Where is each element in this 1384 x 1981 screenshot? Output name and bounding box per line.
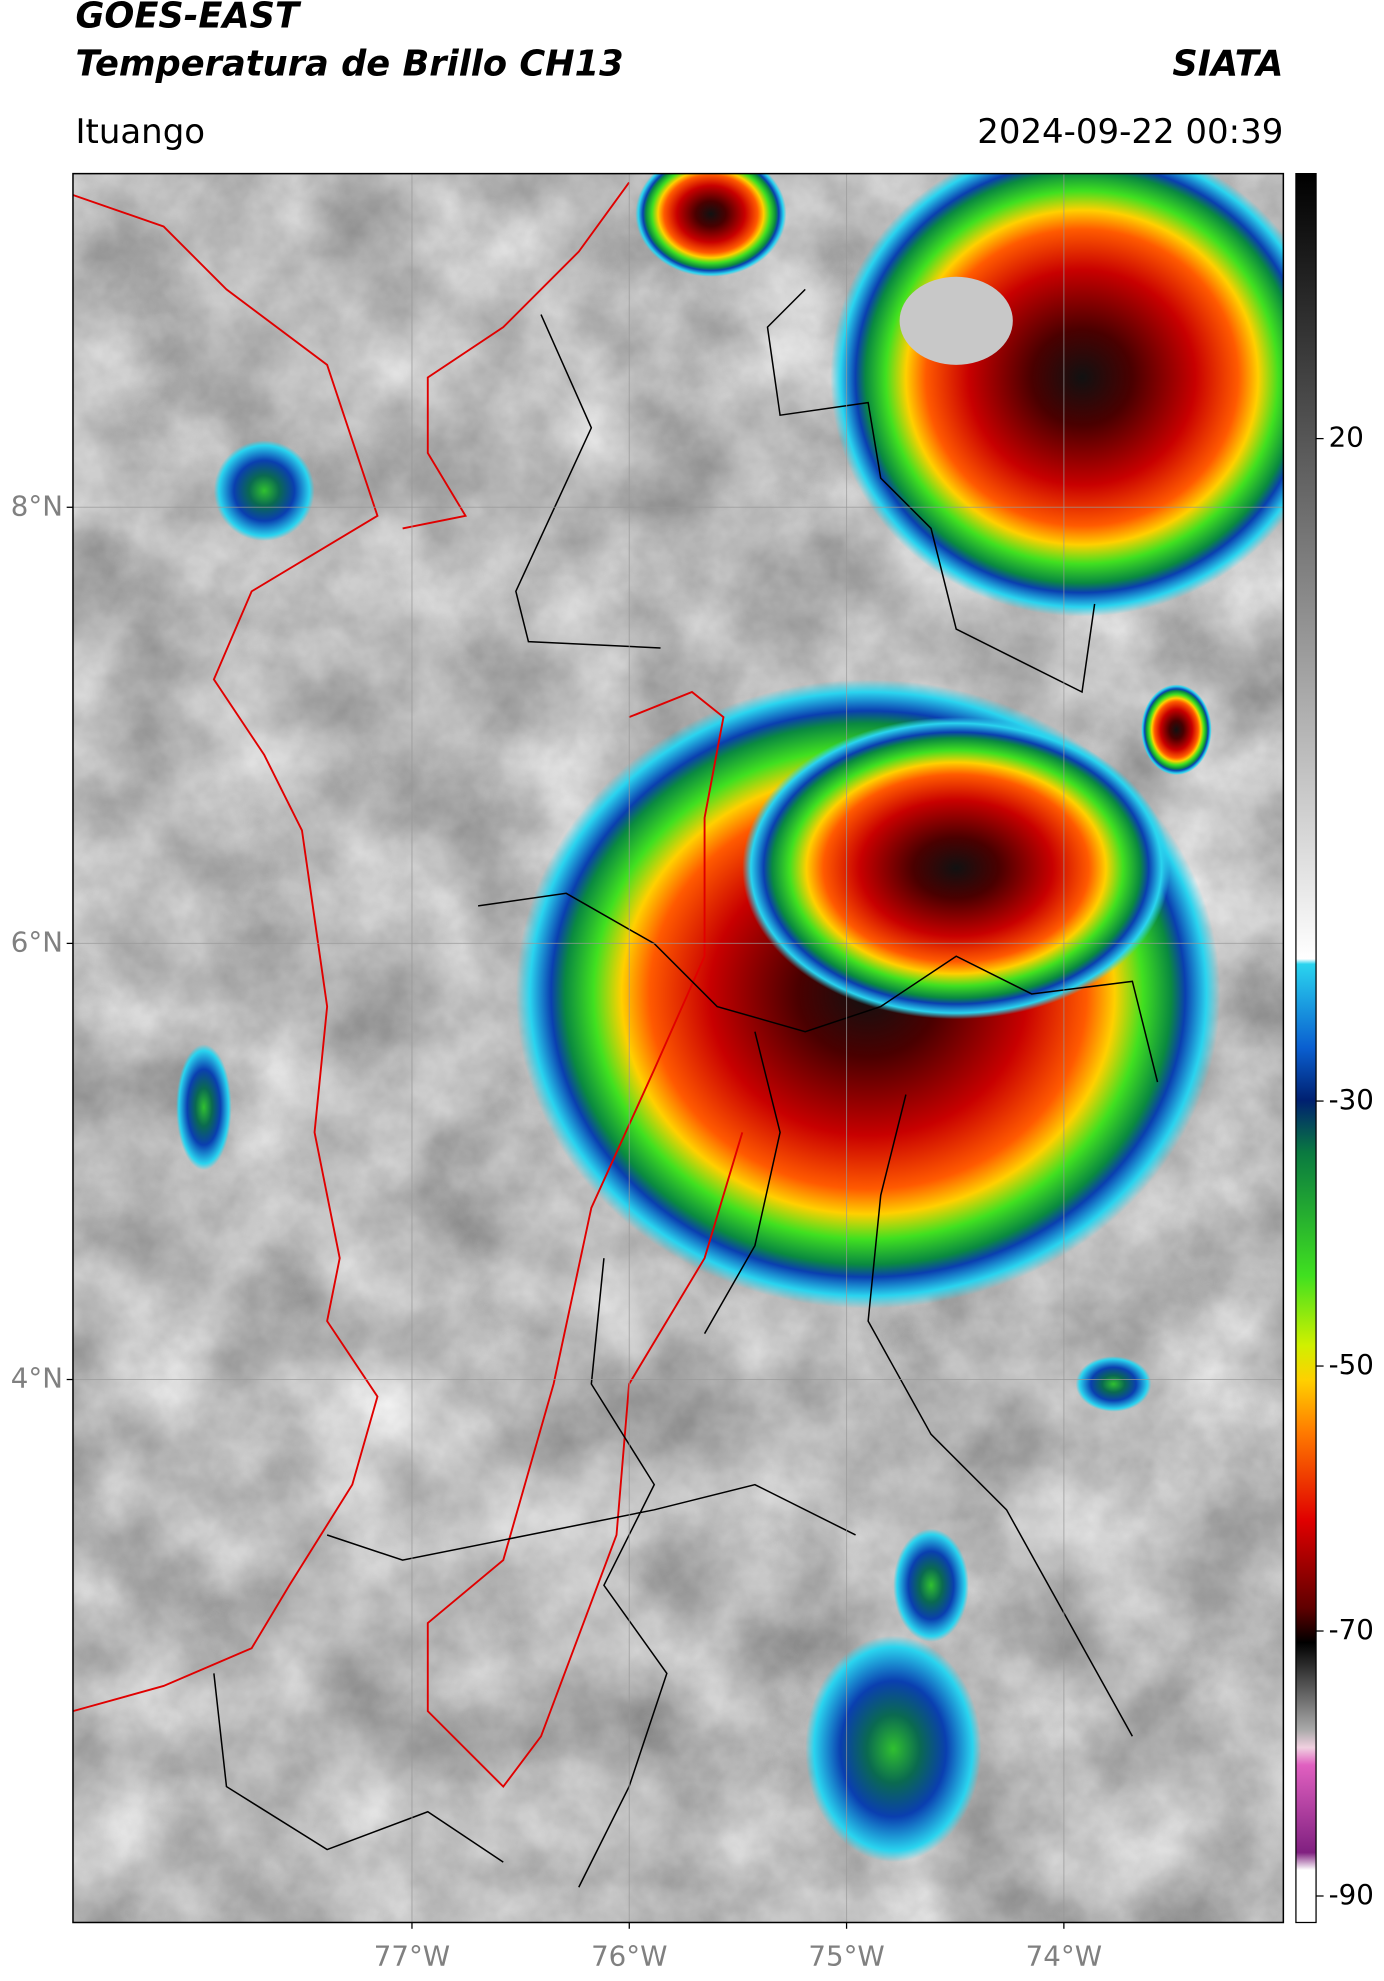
title-line2: Temperatura de Brillo CH13	[75, 43, 623, 84]
colorbar-tick-label: -50	[1329, 1348, 1374, 1381]
colorbar-tick-label: -70	[1329, 1613, 1374, 1646]
colorbar-tick-label: 20	[1329, 421, 1364, 454]
datetime: 2024-09-22 00:39	[977, 112, 1283, 152]
admin-border	[213, 288, 1159, 1888]
lon-tick-label: 75°W	[808, 1940, 884, 1973]
department-border	[402, 181, 744, 1789]
cold-top	[899, 276, 1013, 365]
map-image	[72, 173, 1284, 1923]
convective-cell	[176, 1044, 232, 1171]
convective-cell	[213, 440, 315, 542]
convective-cell	[893, 1528, 969, 1642]
colorbar-tick-label: -30	[1329, 1083, 1374, 1116]
coastline	[72, 194, 379, 1713]
lat-tick-label: 8°N	[11, 489, 63, 522]
storm-cell	[830, 173, 1284, 617]
agency: SIATA	[1172, 43, 1283, 84]
location: Ituango	[75, 112, 205, 152]
graticule	[72, 173, 1284, 1923]
map-frame	[72, 172, 1285, 1924]
convective-cell	[805, 1635, 982, 1863]
lon-tick-label: 76°W	[591, 1940, 667, 1973]
storm-cell	[1141, 684, 1212, 776]
lon-tick-label: 74°W	[1026, 1940, 1102, 1973]
lon-tick-label: 77°W	[374, 1940, 450, 1973]
convective-cell	[1075, 1356, 1152, 1412]
colorbar-tick-label: -90	[1329, 1878, 1374, 1911]
storm-cell	[635, 173, 787, 277]
storm-cell	[742, 717, 1171, 1020]
title-line1: GOES-EAST	[75, 0, 302, 37]
lat-tick-label: 4°N	[11, 1362, 63, 1395]
lat-tick-label: 6°N	[11, 925, 63, 958]
colorbar	[1295, 172, 1317, 1924]
